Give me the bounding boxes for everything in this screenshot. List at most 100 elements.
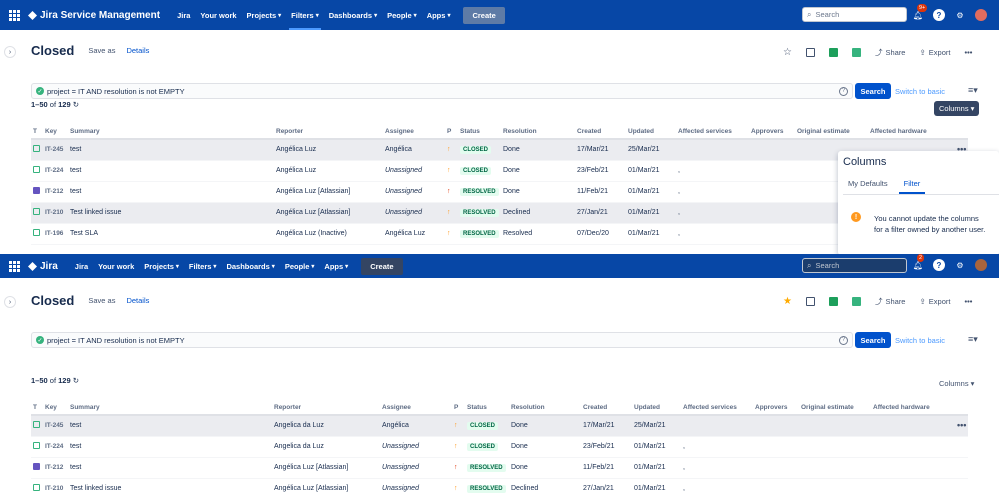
col-header[interactable]: Affected hardware xyxy=(868,125,968,140)
excel-icon[interactable] xyxy=(828,48,838,57)
nav-filters[interactable]: Filters ▾ xyxy=(286,0,324,30)
issue-summary[interactable]: Test linked issue xyxy=(68,478,272,494)
switch-to-basic-link[interactable]: Switch to basic xyxy=(895,336,946,345)
nav-dashboards[interactable]: Dashboards ▾ xyxy=(324,0,382,30)
create-button[interactable]: Create xyxy=(463,6,505,24)
table-row[interactable]: IT-212 test Angélica Luz [Atlassian] Una… xyxy=(31,181,968,203)
nav-projects[interactable]: Projects ▾ xyxy=(242,0,287,30)
col-header[interactable]: P xyxy=(452,401,465,416)
more-icon[interactable]: ••• xyxy=(964,297,973,306)
refresh-icon[interactable]: ↻ xyxy=(72,100,80,109)
jql-input[interactable]: ✓ project = IT AND resolution is not EMP… xyxy=(31,83,853,99)
issue-summary[interactable]: Test SLA xyxy=(68,223,274,245)
issue-key[interactable]: IT-210 xyxy=(43,202,68,224)
col-header[interactable]: T xyxy=(31,401,43,416)
create-button[interactable]: Create xyxy=(361,257,403,275)
issue-key[interactable]: IT-196 xyxy=(43,223,68,245)
table-row[interactable]: IT-245 test Angelica da Luz Angélica ↑ C… xyxy=(31,415,968,437)
gear-icon[interactable]: ⚙ xyxy=(956,10,964,20)
nav-people[interactable]: People ▾ xyxy=(280,254,320,278)
sheets-icon[interactable] xyxy=(851,297,861,306)
col-header[interactable]: Resolution xyxy=(509,401,581,416)
nav-filters[interactable]: Filters ▾ xyxy=(184,254,222,278)
col-header[interactable]: Reporter xyxy=(272,401,380,416)
star-filled-icon[interactable]: ★ xyxy=(783,296,792,307)
star-icon[interactable]: ☆ xyxy=(783,47,792,58)
col-header[interactable]: T xyxy=(31,125,43,140)
col-header[interactable]: Affected services xyxy=(676,125,749,140)
row-actions-icon[interactable]: ••• xyxy=(957,420,967,430)
nav-dashboards[interactable]: Dashboards ▾ xyxy=(221,254,279,278)
issue-summary[interactable]: test xyxy=(68,457,272,479)
issue-key[interactable]: IT-245 xyxy=(43,415,68,437)
avatar[interactable] xyxy=(975,9,987,21)
col-header[interactable]: Affected hardware xyxy=(871,401,968,416)
issue-key[interactable]: IT-224 xyxy=(43,160,68,182)
issue-key[interactable]: IT-245 xyxy=(43,139,68,161)
col-header[interactable]: Updated xyxy=(626,125,676,140)
col-header[interactable]: Approvers xyxy=(753,401,799,416)
col-header[interactable]: Summary xyxy=(68,125,274,140)
table-row[interactable]: IT-210 Test linked issue Angélica Luz [A… xyxy=(31,202,968,224)
col-header[interactable]: Created xyxy=(575,125,626,140)
help-icon[interactable]: ? xyxy=(933,9,945,21)
nav-jira[interactable]: Jira xyxy=(172,0,195,30)
list-view-icon[interactable] xyxy=(805,48,815,57)
table-row[interactable]: IT-224 test Angelica da Luz Unassigned ↑… xyxy=(31,436,968,458)
search-button[interactable]: Search xyxy=(855,83,891,99)
app-switcher-icon[interactable] xyxy=(9,9,20,21)
refresh-icon[interactable]: ↻ xyxy=(72,376,80,385)
issue-summary[interactable]: test xyxy=(68,436,272,458)
col-header[interactable]: Key xyxy=(43,125,68,140)
col-header[interactable]: Updated xyxy=(632,401,681,416)
col-header[interactable]: P xyxy=(445,125,458,140)
issue-key[interactable]: IT-224 xyxy=(43,436,68,458)
col-header[interactable]: Original estimate xyxy=(795,125,868,140)
issue-key[interactable]: IT-212 xyxy=(43,457,68,479)
col-header[interactable]: Reporter xyxy=(274,125,383,140)
expand-sidebar-icon[interactable]: › xyxy=(4,296,16,308)
col-header[interactable]: Assignee xyxy=(383,125,445,140)
nav-projects[interactable]: Projects ▾ xyxy=(139,254,184,278)
issue-summary[interactable]: test xyxy=(68,160,274,182)
nav-jira[interactable]: Jira xyxy=(70,254,93,278)
nav-your-work[interactable]: Your work xyxy=(195,0,241,30)
details-link[interactable]: Details xyxy=(126,296,150,305)
table-row[interactable]: IT-224 test Angélica Luz Unassigned ↑ CL… xyxy=(31,160,968,182)
help-icon[interactable]: ? xyxy=(839,86,848,96)
search-input[interactable]: ⌕ Search xyxy=(802,7,907,22)
nav-your-work[interactable]: Your work xyxy=(93,254,139,278)
share-button[interactable]: ⤴ Share xyxy=(875,296,906,307)
notifications-icon[interactable]: 🔔︎ 9+ xyxy=(912,4,928,20)
excel-icon[interactable] xyxy=(828,297,838,306)
table-row[interactable]: IT-212 test Angélica Luz [Atlassian] Una… xyxy=(31,457,968,479)
sheets-icon[interactable] xyxy=(851,48,861,57)
help-icon[interactable]: ? xyxy=(933,259,945,271)
col-header[interactable]: Summary xyxy=(68,401,272,416)
search-input[interactable]: ⌕ Search xyxy=(802,258,907,273)
col-header[interactable]: Affected services xyxy=(681,401,753,416)
table-row[interactable]: IT-196 Test SLA Angélica Luz (Inactive) … xyxy=(31,223,968,245)
more-icon[interactable]: ••• xyxy=(964,48,973,57)
details-link[interactable]: Details xyxy=(126,46,150,55)
expand-sidebar-icon[interactable]: › xyxy=(4,46,16,58)
product-logo[interactable]: Jira Service Management xyxy=(28,10,160,21)
columns-button[interactable]: Columns ▾ xyxy=(934,101,980,116)
export-button[interactable]: ⇪ Export xyxy=(919,48,950,57)
tab-my-defaults[interactable]: My Defaults xyxy=(848,179,888,188)
switch-to-basic-link[interactable]: Switch to basic xyxy=(895,87,946,96)
product-logo[interactable]: Jira xyxy=(28,261,58,272)
col-header[interactable]: Created xyxy=(581,401,632,416)
issue-summary[interactable]: test xyxy=(68,415,272,437)
issue-summary[interactable]: Test linked issue xyxy=(68,202,274,224)
notifications-icon[interactable]: 🔔︎ 2 xyxy=(912,254,925,270)
share-button[interactable]: ⤴ Share xyxy=(875,47,906,58)
issue-summary[interactable]: test xyxy=(68,181,274,203)
issue-key[interactable]: IT-212 xyxy=(43,181,68,203)
col-header[interactable]: Approvers xyxy=(749,125,795,140)
col-header[interactable]: Status xyxy=(465,401,509,416)
list-icon[interactable]: ≡▾ xyxy=(968,85,978,95)
nav-apps[interactable]: Apps ▾ xyxy=(422,0,456,30)
tab-filter[interactable]: Filter xyxy=(898,179,926,194)
jql-input[interactable]: ✓ project = IT AND resolution is not EMP… xyxy=(31,332,853,348)
